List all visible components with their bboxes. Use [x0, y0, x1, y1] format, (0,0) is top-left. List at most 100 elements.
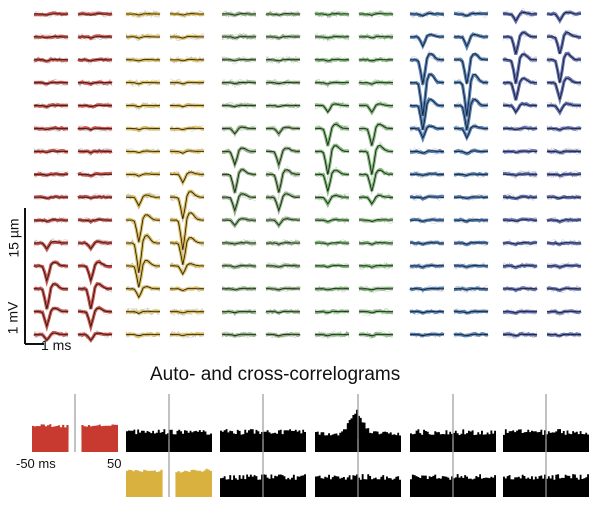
mean-waveform — [77, 261, 113, 282]
mean-waveform — [266, 126, 301, 135]
channel-trace — [546, 125, 582, 133]
mean-waveform — [126, 173, 161, 177]
channel-trace — [221, 262, 257, 270]
mean-waveform — [34, 36, 68, 39]
channel-trace — [33, 102, 69, 110]
mean-waveform — [410, 99, 444, 131]
channel-trace — [265, 145, 301, 171]
channel-trace — [169, 285, 205, 293]
channel-trace — [77, 78, 113, 87]
channel-trace — [453, 331, 489, 338]
mean-waveform — [358, 333, 394, 337]
channel-trace — [221, 9, 257, 18]
mean-waveform — [410, 53, 445, 84]
channel-trace — [221, 78, 257, 89]
channel-trace — [358, 216, 394, 224]
mean-waveform — [547, 127, 582, 131]
waveform-spread — [125, 284, 160, 301]
mean-waveform — [546, 311, 581, 314]
mean-waveform — [221, 193, 257, 212]
channel-trace — [125, 213, 161, 245]
channel-trace — [453, 96, 489, 134]
mean-waveform — [409, 173, 445, 176]
mean-waveform — [33, 240, 69, 250]
individual-spike-trace — [314, 192, 350, 202]
channel-trace — [453, 73, 489, 123]
mean-waveform — [546, 173, 582, 176]
mean-waveform — [125, 127, 160, 131]
channel-trace — [33, 78, 69, 87]
mean-waveform — [502, 310, 538, 314]
mean-waveform — [359, 219, 394, 222]
mean-waveform — [502, 242, 537, 245]
mean-waveform — [358, 36, 394, 39]
mean-waveform — [358, 242, 394, 245]
scale-label-ms: 1 ms — [41, 337, 72, 353]
channel-trace — [314, 100, 350, 115]
channel-trace — [314, 308, 350, 316]
mean-waveform — [453, 13, 489, 17]
channel-trace — [409, 50, 445, 88]
mean-waveform — [169, 127, 205, 131]
channel-trace — [502, 169, 538, 180]
mean-waveform — [265, 265, 301, 268]
channel-trace — [125, 56, 161, 64]
channel-trace — [221, 124, 257, 139]
channel-trace — [221, 101, 257, 110]
mean-waveform — [125, 36, 160, 39]
mean-waveform — [453, 310, 489, 314]
channel-trace — [33, 237, 69, 254]
mean-waveform — [222, 242, 257, 245]
channel-trace — [546, 99, 582, 116]
channel-trace — [358, 285, 394, 294]
channel-trace — [265, 285, 301, 293]
mean-waveform — [409, 125, 445, 139]
channel-trace — [125, 148, 161, 156]
mean-waveform — [503, 173, 538, 176]
channel-trace — [546, 331, 582, 339]
mean-waveform — [314, 288, 350, 291]
mean-waveform — [453, 265, 489, 268]
channel-trace — [546, 147, 582, 156]
channel-trace — [502, 29, 538, 55]
channel-trace — [502, 49, 538, 87]
mean-waveform — [546, 103, 582, 113]
mean-waveform — [453, 173, 488, 176]
channel-trace — [314, 10, 350, 19]
mean-waveform — [266, 81, 301, 85]
channel-trace — [314, 32, 350, 43]
mean-waveform — [33, 104, 69, 108]
mean-waveform — [409, 150, 445, 154]
channel-trace — [33, 330, 69, 343]
channel-trace — [409, 261, 445, 270]
mean-waveform — [77, 127, 113, 131]
channel-trace — [169, 208, 205, 256]
mean-waveform — [453, 53, 489, 85]
mean-waveform — [169, 104, 205, 108]
channel-trace — [358, 100, 394, 116]
mean-waveform — [169, 263, 204, 276]
channel-trace — [33, 10, 69, 18]
mean-waveform — [315, 36, 350, 39]
channel-trace — [409, 216, 445, 225]
channel-trace — [358, 191, 394, 207]
channel-trace — [409, 147, 445, 156]
mean-waveform — [359, 123, 394, 146]
mean-waveform — [546, 265, 582, 268]
mean-waveform — [78, 59, 112, 62]
mean-waveform — [359, 103, 394, 114]
mean-waveform — [502, 78, 537, 100]
channel-trace — [77, 124, 113, 133]
channel-trace — [546, 170, 582, 180]
mean-waveform — [221, 311, 256, 314]
channel-trace — [33, 124, 69, 133]
mean-waveform — [170, 58, 204, 62]
mean-waveform — [78, 104, 113, 108]
channel-trace — [77, 56, 113, 65]
mean-waveform — [358, 310, 394, 314]
mean-waveform — [410, 242, 445, 245]
mean-waveform — [314, 310, 350, 314]
channel-trace — [314, 216, 350, 224]
mean-waveform — [78, 241, 113, 250]
